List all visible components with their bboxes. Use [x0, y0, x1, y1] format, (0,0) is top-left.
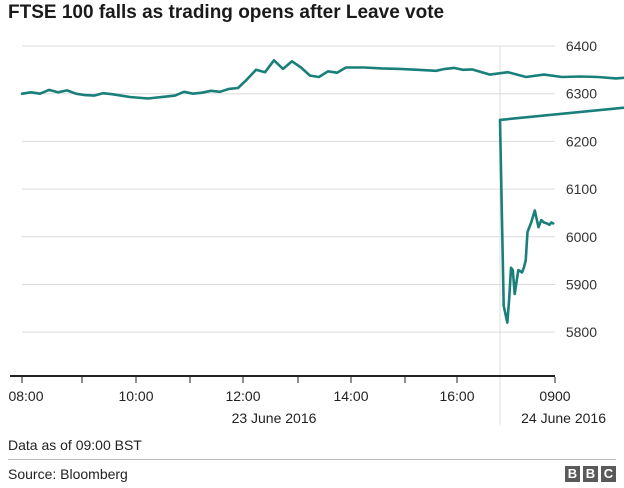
y-tick-label-6100: 6100 — [566, 181, 597, 197]
source-label: Source: Bloomberg — [8, 466, 128, 482]
date-label-0: 23 June 2016 — [232, 410, 317, 426]
series-line-ftse-100 — [20, 59, 624, 324]
y-tick-label-6000: 6000 — [566, 229, 597, 245]
x-tick-label-0800: 08:00 — [8, 388, 43, 404]
line-chart: 6400 6300 6200 6100 6000 5900 5800 08:00 10:00 1… — [8, 38, 624, 426]
y-tick-label-5900: 5900 — [566, 276, 597, 292]
bbc-logo-letter-c: C — [601, 466, 616, 482]
x-tick-label-1400: 14:00 — [333, 388, 368, 404]
footer-divider — [8, 459, 616, 460]
y-tick-label-5800: 5800 — [566, 324, 597, 340]
bbc-logo-letter-b2: B — [583, 466, 598, 482]
bbc-logo: B B C — [565, 466, 616, 482]
date-label-1: 24 June 2016 — [521, 410, 606, 426]
x-tick-label-1600: 16:00 — [439, 388, 474, 404]
y-axis-tick-labels: 6400 6300 6200 6100 6000 5900 5800 — [566, 38, 597, 340]
chart-title: FTSE 100 falls as trading opens after Le… — [8, 2, 445, 23]
gridlines — [22, 45, 555, 425]
x-tick-label-0900: 0900 — [539, 388, 570, 404]
x-tick-label-1000: 10:00 — [118, 388, 153, 404]
y-tick-label-6200: 6200 — [566, 133, 597, 149]
y-tick-label-6300: 6300 — [566, 86, 597, 102]
bbc-logo-letter-b1: B — [565, 466, 580, 482]
y-tick-label-6400: 6400 — [566, 38, 597, 54]
data-timestamp-note: Data as of 09:00 BST — [8, 437, 142, 453]
x-axis-tick-labels: 08:00 10:00 12:00 14:00 16:00 0900 — [8, 388, 570, 404]
date-labels: 23 June 2016 24 June 2016 — [232, 410, 607, 426]
x-tick-label-1200: 12:00 — [225, 388, 260, 404]
x-axis — [10, 375, 556, 383]
